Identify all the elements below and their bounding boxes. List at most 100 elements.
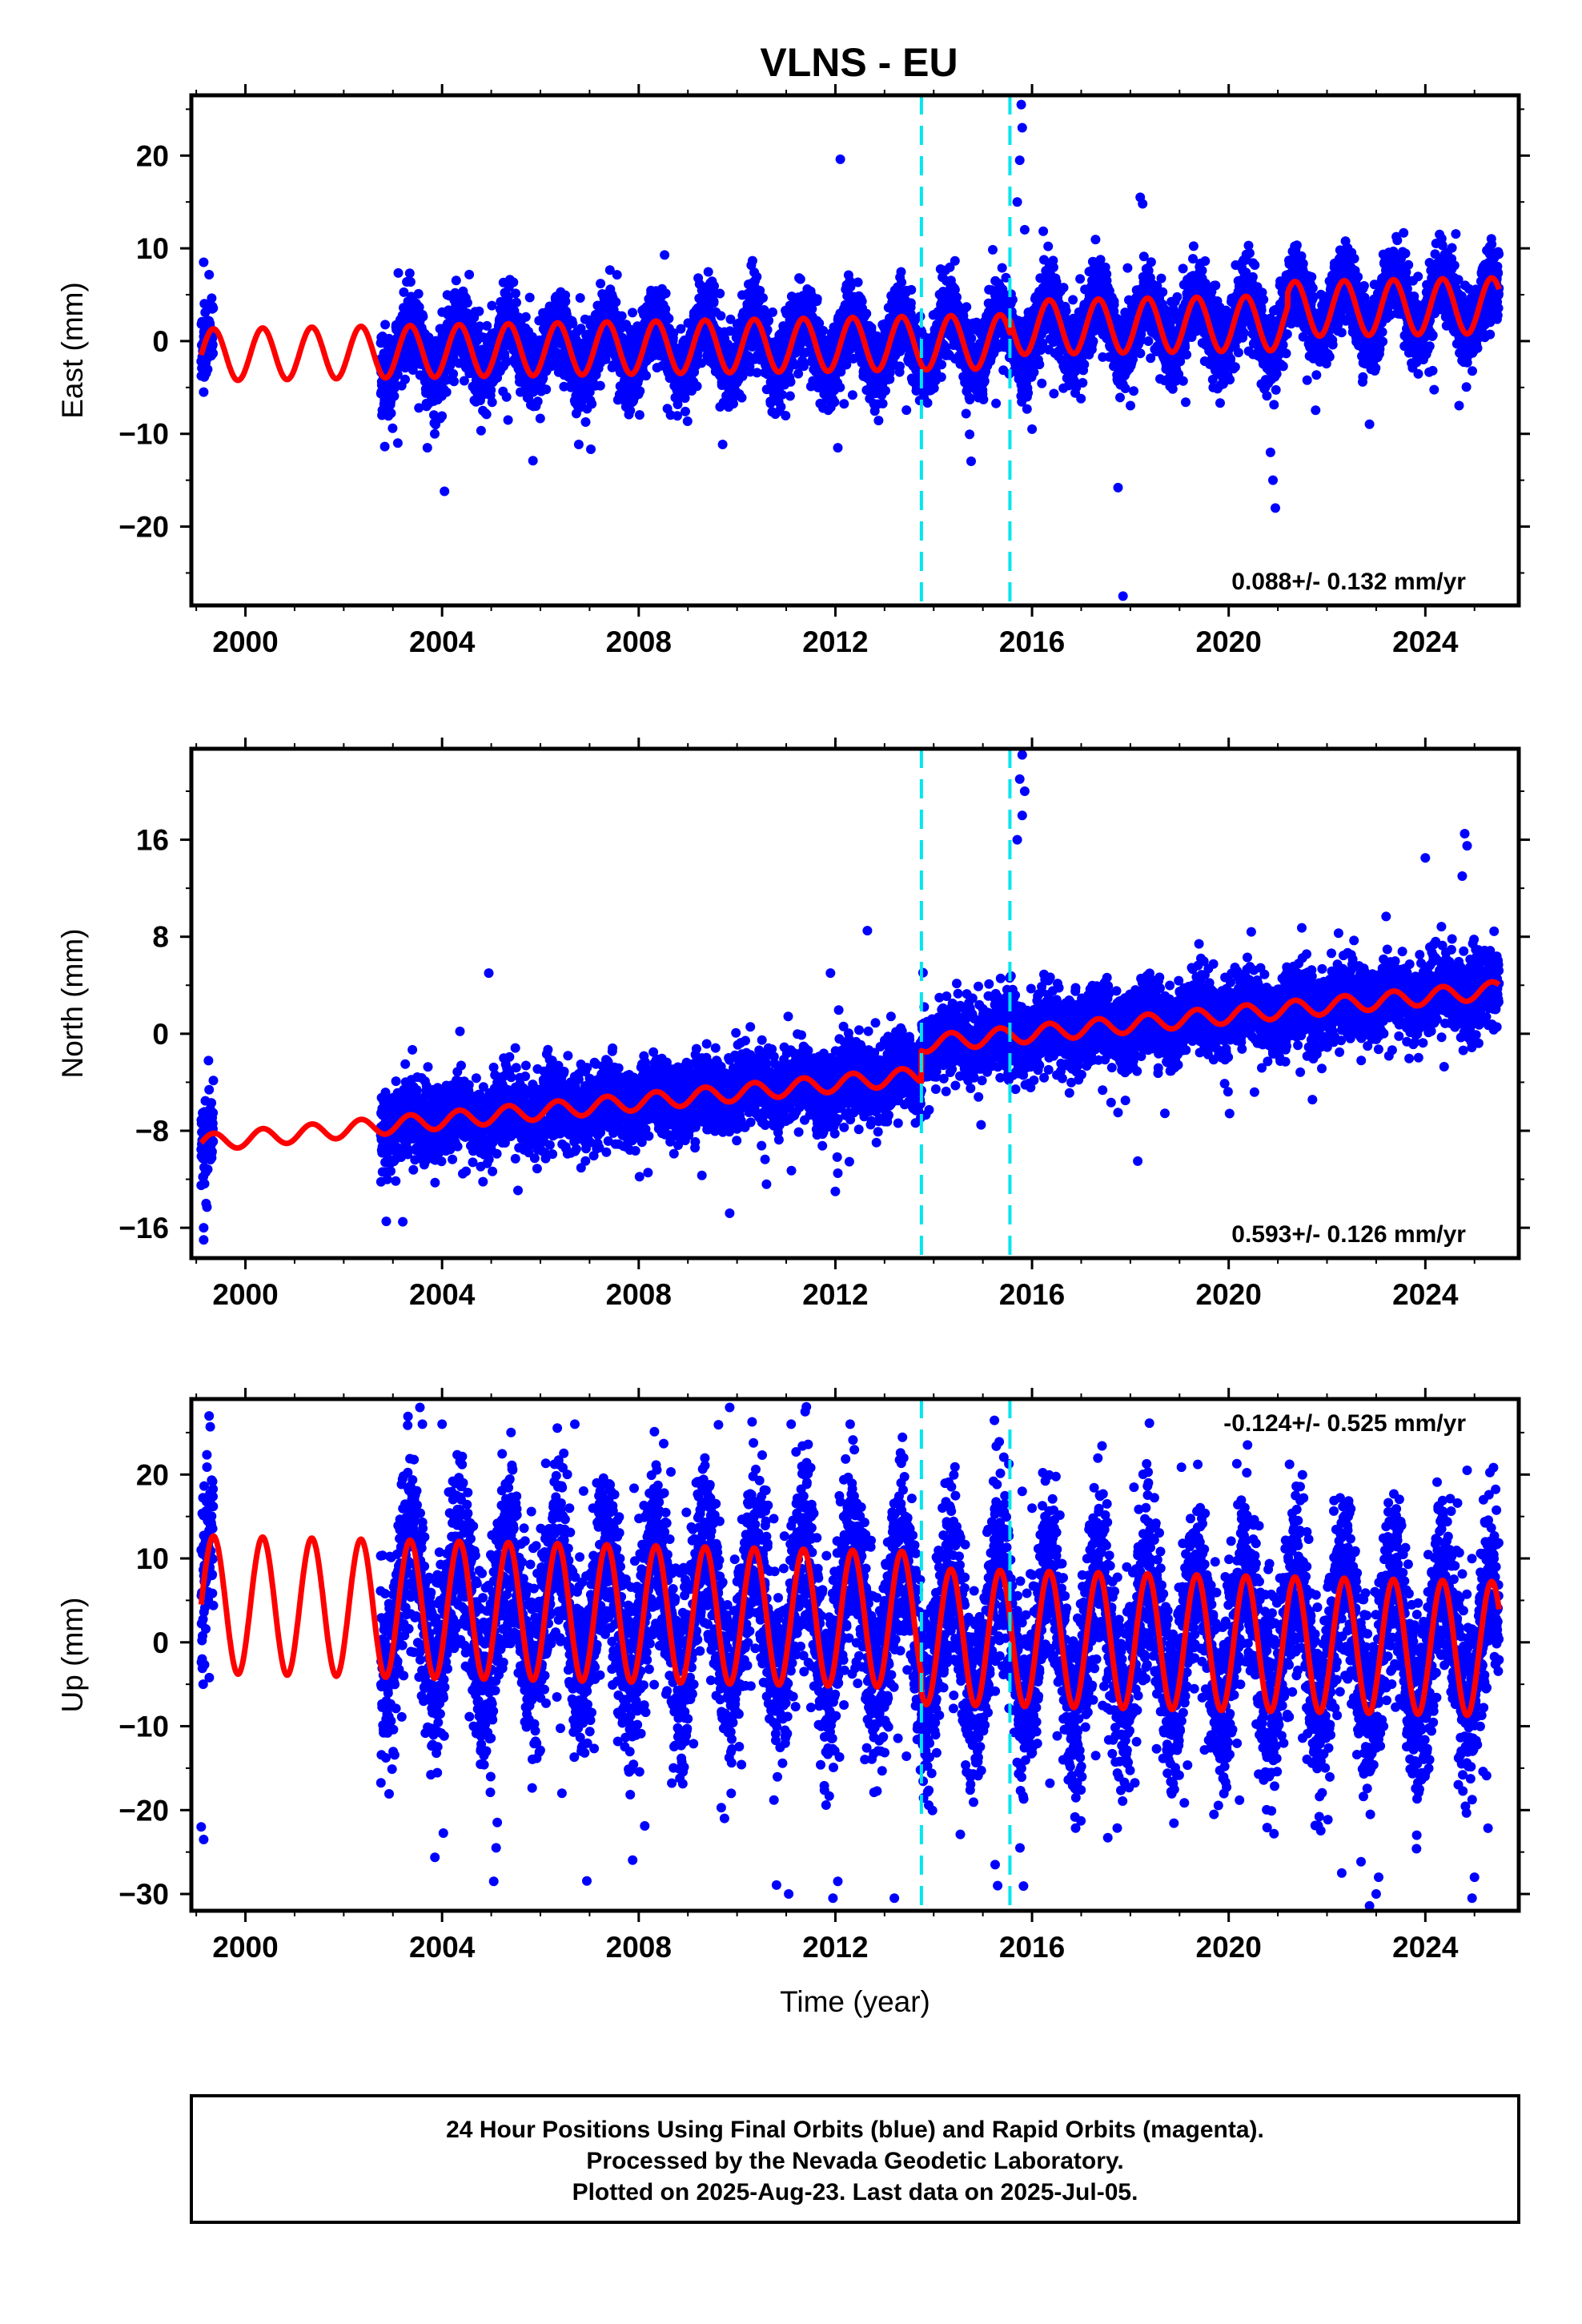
data-point	[853, 277, 863, 287]
data-point	[476, 425, 486, 436]
data-point	[503, 415, 513, 425]
data-point	[501, 392, 512, 402]
data-point	[596, 279, 606, 289]
data-point	[795, 274, 805, 284]
chart-title: VLNS - EU	[760, 40, 958, 85]
data-point	[966, 333, 977, 344]
data-point	[400, 374, 410, 384]
data-point	[399, 287, 409, 297]
data-point	[441, 387, 452, 397]
data-point	[611, 297, 621, 308]
data-point	[873, 416, 884, 426]
data-point	[475, 321, 485, 332]
y-axis-label: East (mm)	[56, 282, 89, 419]
y-tick-label: −10	[118, 418, 169, 451]
data-point	[207, 340, 218, 350]
data-point	[487, 397, 497, 408]
data-point	[717, 440, 728, 449]
data-point	[785, 391, 795, 401]
data-point	[392, 369, 403, 380]
data-point	[625, 405, 636, 416]
y-tick-label: 0	[152, 325, 169, 358]
data-point	[532, 396, 543, 407]
data-point	[961, 408, 971, 419]
data-point	[781, 411, 791, 420]
data-point	[682, 416, 693, 426]
data-point	[847, 390, 857, 400]
data-point	[481, 409, 492, 420]
data-point	[776, 402, 786, 412]
data-point	[628, 308, 637, 318]
data-point	[405, 277, 416, 287]
data-point	[482, 320, 492, 331]
data-point	[922, 398, 933, 408]
data-point	[664, 313, 674, 324]
data-point	[207, 293, 217, 304]
data-point	[511, 288, 520, 299]
data-point	[451, 275, 461, 286]
data-point	[586, 444, 596, 454]
x-tick-label: 2024	[1392, 625, 1459, 658]
data-point	[812, 294, 822, 304]
x-tick-label: 2008	[606, 625, 672, 658]
data-point	[1022, 404, 1032, 414]
data-point	[737, 392, 747, 403]
data-point	[449, 376, 460, 387]
data-point	[203, 364, 213, 375]
data-point	[660, 250, 670, 260]
x-tick-label: 2004	[409, 625, 476, 658]
data-point	[752, 271, 762, 282]
data-point	[573, 440, 584, 449]
data-point	[575, 293, 585, 303]
data-point	[777, 389, 787, 400]
data-point	[703, 267, 713, 277]
data-point	[528, 456, 538, 466]
data-point	[474, 306, 484, 316]
data-point	[877, 399, 888, 408]
data-point	[839, 399, 849, 409]
data-point	[486, 385, 496, 396]
x-tick-label: 2020	[1196, 625, 1262, 658]
data-point	[758, 293, 768, 303]
data-point	[448, 368, 459, 379]
data-point	[716, 311, 726, 321]
data-point	[641, 371, 651, 381]
data-point	[897, 277, 907, 287]
data-point	[414, 403, 424, 413]
data-point	[418, 312, 428, 322]
data-point	[866, 323, 877, 333]
data-point	[387, 423, 398, 433]
data-point	[709, 296, 719, 307]
data-point	[937, 360, 947, 370]
data-point	[988, 244, 998, 255]
data-point	[950, 255, 960, 266]
x-tick-label: 2000	[212, 625, 278, 658]
data-point	[896, 267, 906, 277]
data-point	[881, 385, 890, 396]
data-point	[393, 267, 404, 278]
data-point	[785, 376, 796, 387]
data-point	[818, 325, 829, 336]
data-point	[692, 381, 702, 392]
x-tick-label: 2016	[999, 625, 1065, 658]
data-point	[764, 316, 774, 326]
data-point	[512, 297, 521, 308]
data-point	[715, 288, 725, 299]
data-point	[835, 382, 845, 392]
data-point	[380, 320, 391, 330]
data-point	[204, 270, 215, 279]
data-point	[978, 394, 989, 404]
data-point	[386, 408, 396, 418]
data-point	[997, 263, 1007, 273]
data-point	[901, 405, 912, 416]
data-point	[541, 384, 552, 395]
data-point	[635, 386, 645, 396]
y-tick-label: 10	[136, 232, 169, 265]
panel-east: 2000 2004 2008 2012 2016 2020 2024−20−1001020E…	[56, 84, 1530, 658]
data-point	[1023, 388, 1034, 398]
data-point	[966, 456, 976, 466]
data-point	[464, 269, 475, 279]
data-point	[208, 303, 219, 313]
data-point	[829, 397, 840, 408]
data-point	[535, 413, 545, 424]
